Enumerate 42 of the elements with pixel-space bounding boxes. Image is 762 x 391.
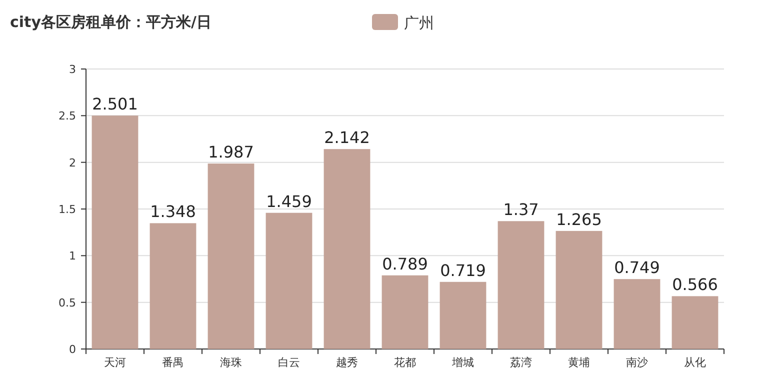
data-label: 0.566 bbox=[672, 275, 718, 294]
x-tick-label: 越秀 bbox=[336, 356, 358, 369]
y-tick-label: 3 bbox=[69, 63, 76, 76]
bar bbox=[614, 279, 660, 349]
bar bbox=[92, 116, 138, 349]
x-tick-label: 黄埔 bbox=[568, 356, 590, 369]
y-tick-label: 2.5 bbox=[58, 110, 76, 123]
data-label: 2.501 bbox=[92, 94, 138, 114]
y-tick-label: 2 bbox=[69, 156, 76, 170]
bar bbox=[266, 212, 312, 349]
bar bbox=[556, 230, 602, 349]
y-tick-label: 0.5 bbox=[58, 296, 76, 310]
chart-title: city各区房租单价：平方米/日 bbox=[10, 13, 212, 31]
x-tick-label: 花都 bbox=[394, 356, 416, 369]
data-label: 1.459 bbox=[266, 192, 312, 211]
data-label: 1.265 bbox=[556, 210, 602, 229]
y-tick-label: 1 bbox=[69, 250, 76, 263]
data-label: 1.987 bbox=[208, 142, 254, 162]
y-tick-label: 0 bbox=[69, 343, 76, 356]
x-tick-label: 增城 bbox=[451, 356, 474, 369]
x-tick-label: 白云 bbox=[278, 356, 300, 369]
bar bbox=[382, 275, 428, 349]
data-label: 0.789 bbox=[382, 254, 428, 274]
bar bbox=[672, 296, 718, 349]
x-tick-label: 番禺 bbox=[162, 356, 184, 369]
bar bbox=[324, 149, 370, 349]
bar bbox=[498, 221, 544, 349]
bar bbox=[150, 223, 196, 349]
x-tick-label: 海珠 bbox=[220, 356, 242, 369]
x-tick-label: 荔湾 bbox=[510, 356, 532, 369]
x-tick-label: 天河 bbox=[104, 356, 126, 369]
x-tick-label: 南沙 bbox=[626, 356, 648, 369]
bar bbox=[208, 164, 254, 349]
data-label: 1.37 bbox=[503, 200, 539, 220]
data-label: 1.348 bbox=[150, 202, 196, 222]
x-tick-label: 从化 bbox=[684, 356, 706, 369]
bar bbox=[440, 282, 486, 349]
data-label: 0.749 bbox=[614, 258, 660, 278]
legend-label: 广州 bbox=[404, 14, 434, 32]
data-label: 2.142 bbox=[324, 128, 370, 148]
y-tick-label: 1.5 bbox=[58, 203, 76, 216]
data-label: 0.719 bbox=[440, 260, 486, 280]
